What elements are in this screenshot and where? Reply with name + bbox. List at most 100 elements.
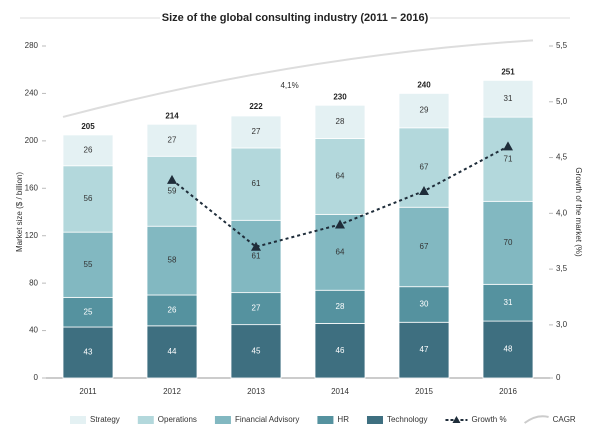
- y2-tick-label: 5,0: [556, 97, 568, 106]
- bar-segment: [398, 206, 450, 288]
- value-label: 48: [504, 345, 513, 354]
- y2-tick-label: 3,0: [556, 320, 568, 329]
- legend-swatch: [137, 416, 154, 424]
- legend-swatch: [452, 416, 461, 423]
- total-label: 214: [165, 111, 179, 120]
- bar-segment: [146, 155, 198, 227]
- x-tick-label: 2015: [415, 387, 433, 396]
- y-tick-label: 80: [29, 278, 38, 287]
- legend-label: Operations: [158, 415, 197, 424]
- value-label: 45: [252, 346, 261, 355]
- bar-segment: [62, 134, 114, 167]
- growth-marker: [503, 141, 513, 151]
- total-label: 222: [249, 102, 263, 111]
- legend-label: CAGR: [553, 415, 576, 424]
- bar-segment: [482, 320, 534, 379]
- bar-segment: [314, 289, 366, 324]
- value-label: 27: [252, 304, 261, 313]
- x-tick-label: 2012: [163, 387, 181, 396]
- bar-segment: [314, 104, 366, 139]
- y-tick-label: 0: [34, 373, 39, 382]
- growth-marker: [335, 219, 345, 229]
- y2-tick-label: 5,5: [556, 41, 568, 50]
- value-label: 28: [336, 117, 345, 126]
- bar-segment: [482, 116, 534, 202]
- legend-swatch: [366, 416, 383, 424]
- legend-swatch: [317, 416, 334, 424]
- total-label: 240: [417, 81, 431, 90]
- legend-label: Financial Advisory: [235, 415, 299, 424]
- value-label: 61: [252, 252, 261, 261]
- y-tick-label: 240: [25, 89, 39, 98]
- bar-segment: [314, 323, 366, 379]
- bar-segment: [482, 79, 534, 118]
- bar-segment: [146, 225, 198, 296]
- total-label: 230: [333, 92, 347, 101]
- value-label: 27: [168, 135, 177, 144]
- growth-marker: [167, 174, 177, 184]
- legend-label: HR: [337, 415, 349, 424]
- value-label: 64: [336, 172, 345, 181]
- value-label: 56: [84, 194, 93, 203]
- bar-segment: [62, 231, 114, 298]
- value-label: 61: [252, 179, 261, 188]
- y2-tick-label: 3,5: [556, 264, 568, 273]
- y2-tick-label: 4,5: [556, 153, 568, 162]
- x-tick-label: 2011: [79, 387, 97, 396]
- x-tick-label: 2014: [331, 387, 349, 396]
- bar-segment: [62, 165, 114, 233]
- value-label: 47: [420, 345, 429, 354]
- value-label: 64: [336, 247, 345, 256]
- y-tick-label: 120: [25, 231, 39, 240]
- value-label: 44: [168, 347, 177, 356]
- value-label: 59: [168, 186, 177, 195]
- bar-segment: [62, 296, 114, 328]
- growth-marker: [419, 186, 429, 196]
- y2-tick-label: 4,0: [556, 208, 568, 217]
- value-label: 70: [504, 238, 513, 247]
- value-label: 46: [336, 346, 345, 355]
- value-label: 31: [504, 298, 513, 307]
- bar-segment: [482, 200, 534, 285]
- value-label: 67: [420, 242, 429, 251]
- bar-segment: [230, 115, 282, 149]
- y-tick-label: 280: [25, 41, 39, 50]
- legend-swatch: [523, 415, 549, 424]
- value-label: 43: [84, 348, 93, 357]
- value-label: 28: [336, 302, 345, 311]
- legend-label: Growth %: [471, 415, 506, 424]
- legend-swatch: [214, 416, 231, 424]
- bar-segment: [230, 292, 282, 326]
- bar-segment: [230, 147, 282, 221]
- value-label: 30: [420, 300, 429, 309]
- bar-segment: [146, 123, 198, 157]
- y2-tick-label: 0: [556, 373, 561, 382]
- bar-segment: [314, 138, 366, 215]
- value-label: 55: [84, 260, 93, 269]
- y-axis-title: Market size ($ / billion): [15, 172, 24, 252]
- value-label: 71: [504, 154, 513, 163]
- x-tick-label: 2016: [499, 387, 517, 396]
- bar-segment: [482, 283, 534, 322]
- value-label: 58: [168, 256, 177, 265]
- value-label: 29: [420, 106, 429, 115]
- cagr-line: [62, 39, 534, 118]
- legend-label: Strategy: [90, 415, 120, 424]
- bar-segment: [398, 286, 450, 323]
- value-label: 27: [252, 127, 261, 136]
- y-tick-label: 160: [25, 183, 39, 192]
- chart-title: Size of the global consulting industry (…: [162, 12, 429, 24]
- value-label: 67: [420, 163, 429, 172]
- legend-swatch: [70, 416, 86, 424]
- value-label: 31: [504, 94, 513, 103]
- x-tick-label: 2013: [247, 387, 265, 396]
- cagr-label: 4,1%: [280, 81, 298, 90]
- value-label: 26: [84, 145, 93, 154]
- value-label: 25: [84, 307, 93, 316]
- total-label: 251: [501, 67, 515, 76]
- value-label: 26: [168, 306, 177, 315]
- bar-segment: [398, 321, 450, 379]
- bar-segment: [398, 93, 450, 129]
- total-label: 205: [81, 122, 95, 131]
